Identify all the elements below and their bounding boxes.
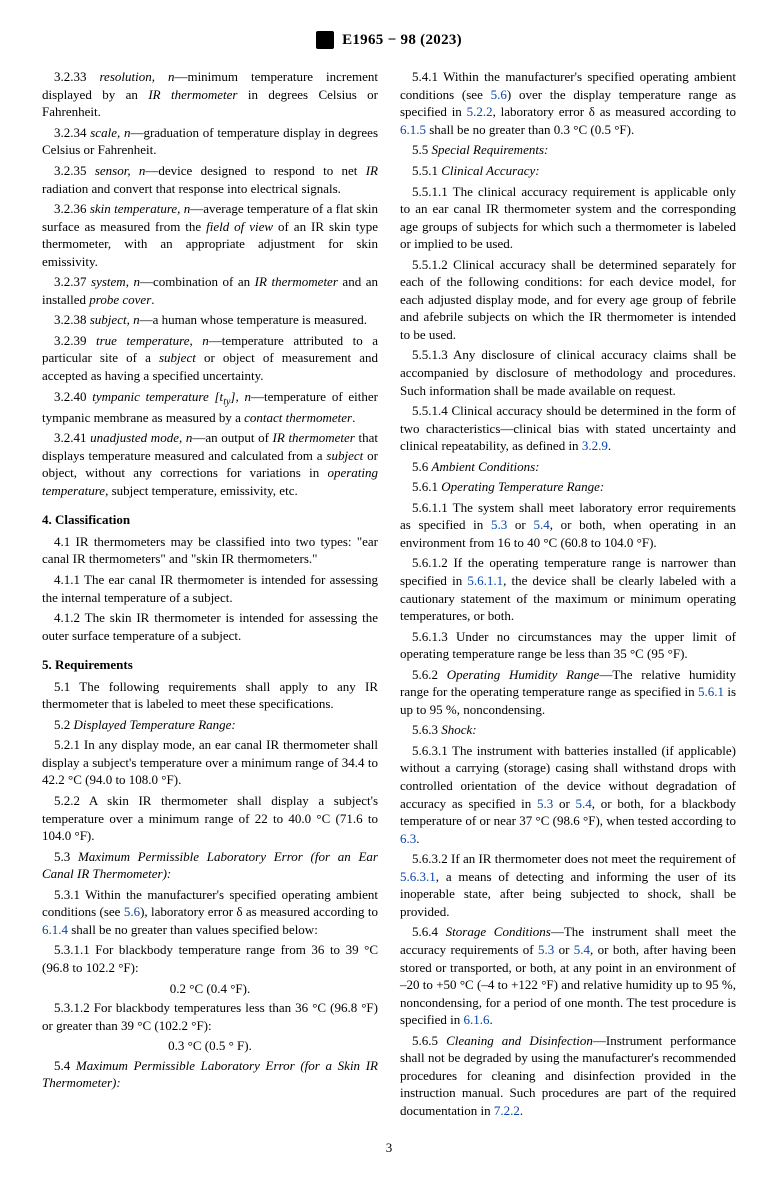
def-3-2-41: 3.2.41 unadjusted mode, n—an output of I… bbox=[42, 429, 378, 499]
p-5-3: 5.3 Maximum Permissible Laboratory Error… bbox=[42, 848, 378, 883]
section-5-head: 5. Requirements bbox=[42, 656, 378, 674]
p-5-6-3: 5.6.3 Shock: bbox=[400, 721, 736, 739]
ref-link[interactable]: 6.3 bbox=[400, 831, 416, 846]
p-5-6: 5.6 Ambient Conditions: bbox=[400, 458, 736, 476]
p-5-6-3-2: 5.6.3.2 If an IR thermometer does not me… bbox=[400, 850, 736, 920]
def-3-2-39: 3.2.39 true temperature, n—temperature a… bbox=[42, 332, 378, 385]
ref-5-6[interactable]: 5.6 bbox=[124, 904, 140, 919]
designation-text: E1965 − 98 (2023) bbox=[342, 32, 462, 48]
def-3-2-38: 3.2.38 subject, n—a human whose temperat… bbox=[42, 311, 378, 329]
def-3-2-35: 3.2.35 sensor, n—device designed to resp… bbox=[42, 162, 378, 197]
ref-link[interactable]: 3.2.9 bbox=[582, 438, 608, 453]
p-5-6-1-3: 5.6.1.3 Under no circumstances may the u… bbox=[400, 628, 736, 663]
ref-link[interactable]: 5.4 bbox=[576, 796, 592, 811]
ref-link[interactable]: 6.1.6 bbox=[464, 1012, 490, 1027]
p-5-5-1-4: 5.5.1.4 Clinical accuracy should be dete… bbox=[400, 402, 736, 455]
ref-link[interactable]: 5.3 bbox=[537, 796, 553, 811]
ref-link[interactable]: 5.4 bbox=[574, 942, 590, 957]
p-4-1-1: 4.1.1 The ear canal IR thermometer is in… bbox=[42, 571, 378, 606]
ref-link[interactable]: 5.3 bbox=[491, 517, 507, 532]
ref-link[interactable]: 5.6.1.1 bbox=[467, 573, 503, 588]
def-3-2-40: 3.2.40 tympanic temperature [tty], n—tem… bbox=[42, 388, 378, 427]
p-5-5-1-2: 5.5.1.2 Clinical accuracy shall be deter… bbox=[400, 256, 736, 344]
ref-link[interactable]: 6.1.5 bbox=[400, 122, 426, 137]
p-5-2-1: 5.2.1 In any display mode, an ear canal … bbox=[42, 736, 378, 789]
p-5-2: 5.2 Displayed Temperature Range: bbox=[42, 716, 378, 734]
p-5-5: 5.5 Special Requirements: bbox=[400, 141, 736, 159]
ref-6-1-4[interactable]: 6.1.4 bbox=[42, 922, 68, 937]
p-5-6-3-1: 5.6.3.1 The instrument with batteries in… bbox=[400, 742, 736, 847]
value-1: 0.2 °C (0.4 °F). bbox=[42, 980, 378, 998]
ref-link[interactable]: 5.3 bbox=[538, 942, 554, 957]
p-5-3-1-1: 5.3.1.1 For blackbody temperature range … bbox=[42, 941, 378, 976]
p-5-2-2: 5.2.2 A skin IR thermometer shall displa… bbox=[42, 792, 378, 845]
p-5-6-5: 5.6.5 Cleaning and Disinfection—Instrume… bbox=[400, 1032, 736, 1120]
def-3-2-34: 3.2.34 scale, n—graduation of temperatur… bbox=[42, 124, 378, 159]
def-3-2-37: 3.2.37 system, n—combination of an IR th… bbox=[42, 273, 378, 308]
page-number: 3 bbox=[42, 1139, 736, 1157]
def-3-2-36: 3.2.36 skin temperature, n—average tempe… bbox=[42, 200, 378, 270]
p-5-5-1-3: 5.5.1.3 Any disclosure of clinical accur… bbox=[400, 346, 736, 399]
p-5-5-1-1: 5.5.1.1 The clinical accuracy requiremen… bbox=[400, 183, 736, 253]
content-columns: 3.2.33 resolution, n—minimum temperature… bbox=[42, 68, 736, 1119]
p-5-3-1-2: 5.3.1.2 For blackbody temperatures less … bbox=[42, 999, 378, 1034]
p-5-6-4: 5.6.4 Storage Conditions—The instrument … bbox=[400, 923, 736, 1028]
p-5-4-1: 5.4.1 Within the manufacturer's specifie… bbox=[400, 68, 736, 138]
p-5-5-1: 5.5.1 Clinical Accuracy: bbox=[400, 162, 736, 180]
p-4-1: 4.1 IR thermometers may be classified in… bbox=[42, 533, 378, 568]
value-2: 0.3 °C (0.5 ° F). bbox=[42, 1037, 378, 1055]
p-5-4: 5.4 Maximum Permissible Laboratory Error… bbox=[42, 1057, 378, 1092]
p-5-3-1: 5.3.1 Within the manufacturer's specifie… bbox=[42, 886, 378, 939]
section-4-head: 4. Classification bbox=[42, 511, 378, 529]
p-5-1: 5.1 The following requirements shall app… bbox=[42, 678, 378, 713]
def-3-2-33: 3.2.33 resolution, n—minimum temperature… bbox=[42, 68, 378, 121]
ref-link[interactable]: 5.6.1 bbox=[698, 684, 724, 699]
ref-link[interactable]: 7.2.2 bbox=[494, 1103, 520, 1118]
page-header: E1965 − 98 (2023) bbox=[42, 30, 736, 50]
astm-logo bbox=[316, 31, 334, 49]
p-4-1-2: 4.1.2 The skin IR thermometer is intende… bbox=[42, 609, 378, 644]
p-5-6-1: 5.6.1 Operating Temperature Range: bbox=[400, 478, 736, 496]
p-5-6-1-2: 5.6.1.2 If the operating temperature ran… bbox=[400, 554, 736, 624]
p-5-6-1-1: 5.6.1.1 The system shall meet laboratory… bbox=[400, 499, 736, 552]
ref-link[interactable]: 5.4 bbox=[533, 517, 549, 532]
ref-link[interactable]: 5.2.2 bbox=[467, 104, 493, 119]
ref-link[interactable]: 5.6 bbox=[491, 87, 507, 102]
ref-link[interactable]: 5.6.3.1 bbox=[400, 869, 436, 884]
p-5-6-2: 5.6.2 Operating Humidity Range—The relat… bbox=[400, 666, 736, 719]
